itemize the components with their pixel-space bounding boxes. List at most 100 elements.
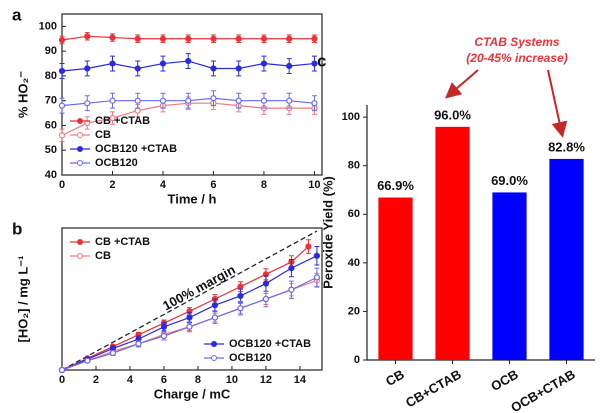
legend-marker [77, 146, 83, 152]
x-tick-label: CB [383, 367, 407, 389]
data-point [286, 62, 293, 70]
data-point [58, 102, 66, 109]
data-point [135, 340, 142, 347]
data-point [237, 305, 244, 312]
legend-label: OCB120 [95, 157, 138, 169]
data-point [288, 265, 295, 272]
y-tick-label: 40 [45, 169, 57, 181]
data-point [159, 35, 167, 42]
data-point [58, 132, 66, 139]
data-point [211, 302, 219, 309]
value-label: 82.8% [548, 139, 585, 154]
x-tick-label: 6 [161, 374, 167, 386]
legend-label: OCB120 +CTAB [95, 143, 177, 155]
panel-label: b [12, 219, 22, 238]
y-tick-label: 20 [348, 305, 360, 317]
legend-marker [77, 239, 83, 245]
data-point [186, 323, 193, 330]
data-point [311, 60, 318, 67]
x-tick-label: 10 [226, 374, 238, 386]
data-point [237, 292, 244, 300]
data-point [134, 107, 141, 114]
data-point [262, 280, 270, 287]
legend-label: CB +CTAB [95, 115, 150, 127]
x-tick-label: OCB+CTAB [508, 367, 578, 413]
data-point [235, 65, 242, 72]
data-point [313, 274, 321, 281]
bar [378, 197, 413, 360]
reference-line [61, 230, 318, 371]
legend-label: OCB120 +CTAB [229, 338, 311, 350]
legend-label: CB +CTAB [95, 236, 150, 248]
data-point [286, 35, 293, 42]
data-point [311, 35, 318, 42]
annotation-arrow [444, 69, 479, 99]
x-tick-label: 8 [195, 374, 201, 386]
x-tick-label: 14 [294, 374, 307, 386]
panel-label: c [317, 51, 326, 70]
x-tick-label: 12 [260, 374, 272, 386]
value-label: 69.0% [491, 173, 528, 188]
data-point [210, 95, 217, 102]
reference-label: 100% margin [160, 262, 238, 314]
data-point [159, 97, 167, 104]
data-point [185, 35, 192, 42]
data-point [262, 295, 270, 303]
data-point [260, 60, 268, 67]
value-label: 66.9% [377, 178, 414, 193]
x-tick-label: 10 [308, 179, 320, 191]
data-point [58, 366, 66, 374]
data-point [260, 35, 268, 42]
legend-marker [77, 132, 83, 138]
data-point [160, 323, 168, 330]
annotation-arrow [547, 69, 568, 138]
data-point [211, 314, 219, 321]
data-point [311, 100, 318, 107]
legend-marker [211, 341, 217, 347]
legend-marker [77, 253, 83, 259]
y-tick-label: 80 [348, 160, 360, 172]
data-point [134, 97, 141, 104]
y-tick-label: 70 [45, 95, 57, 107]
data-point [185, 57, 192, 65]
data-point [286, 97, 293, 104]
data-point [58, 67, 66, 75]
data-point [185, 97, 192, 104]
data-point [159, 60, 167, 67]
x-tick-label: 0 [59, 179, 65, 191]
data-point [109, 114, 116, 122]
x-tick-label: 0 [59, 374, 65, 386]
data-point [109, 97, 116, 104]
y-tick-label: 90 [45, 45, 57, 57]
panel-label: a [12, 5, 22, 24]
value-label: 96.0% [434, 107, 471, 122]
x-tick-label: 2 [93, 374, 99, 386]
y-axis-label: Peroxide Yield (%) [320, 176, 335, 289]
y-tick-label: 60 [348, 208, 360, 220]
data-point [210, 35, 217, 42]
y-tick-label: 100 [342, 111, 360, 123]
data-point [134, 35, 141, 42]
data-point [237, 283, 244, 290]
x-tick-label: CB+CTAB [403, 367, 464, 411]
data-point [134, 65, 141, 72]
legend-label: OCB120 [229, 352, 272, 364]
bar [435, 126, 470, 360]
data-point [305, 243, 312, 250]
data-point [84, 33, 91, 40]
data-point [109, 349, 117, 357]
x-axis-label: Charge / mC [154, 386, 231, 401]
data-point [235, 35, 242, 42]
x-tick-label: 8 [261, 179, 267, 191]
data-point [84, 100, 91, 107]
data-point [235, 97, 242, 104]
y-tick-label: 0 [354, 354, 360, 366]
x-tick-label: 2 [109, 179, 115, 191]
x-axis-label: Time / h [168, 191, 217, 206]
x-tick-label: OCB [488, 367, 521, 394]
legend-marker [211, 355, 217, 361]
data-point [313, 252, 321, 259]
x-tick-label: 4 [127, 374, 134, 386]
y-tick-label: 50 [45, 144, 57, 156]
